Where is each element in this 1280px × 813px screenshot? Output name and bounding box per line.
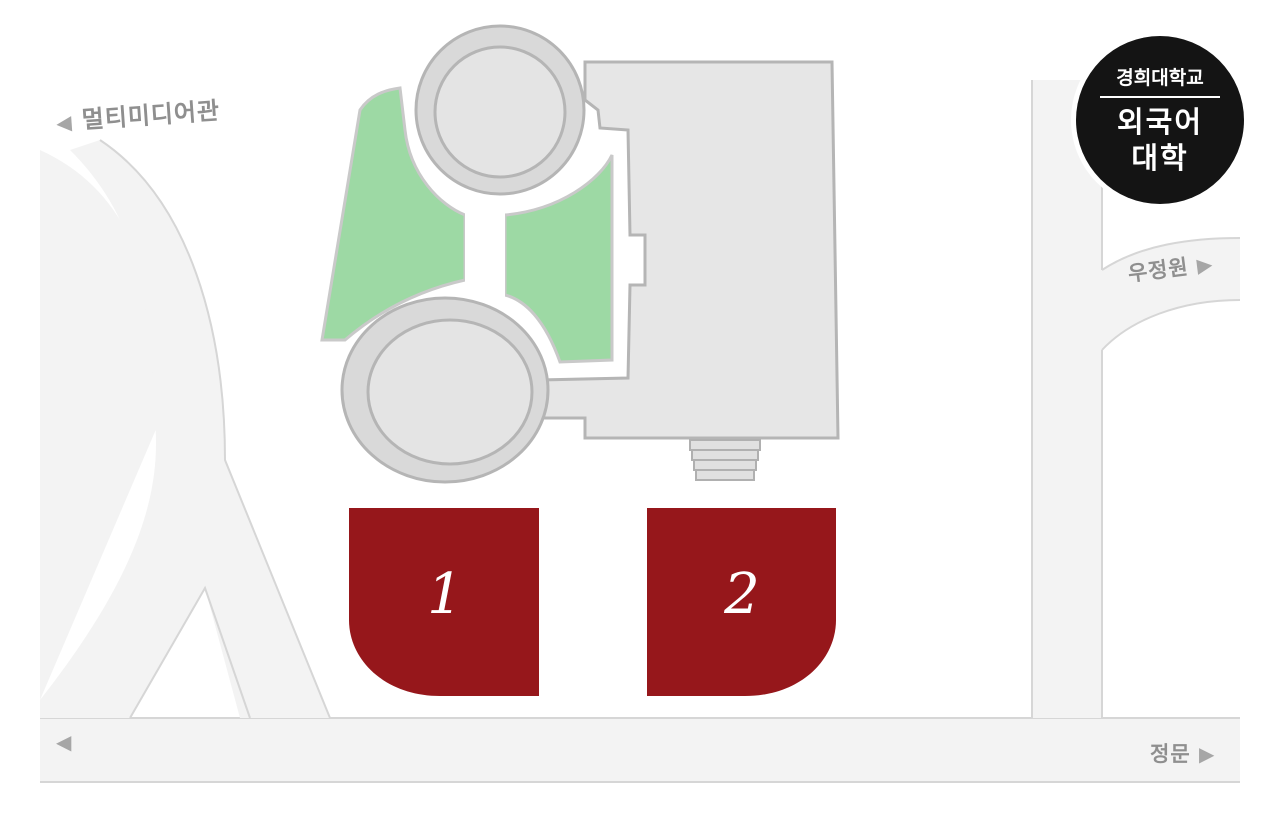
parking-lot-1-number: 1 bbox=[427, 562, 463, 627]
west-curve-road bbox=[40, 150, 160, 700]
parking-lot-2-number: 2 bbox=[724, 562, 760, 627]
east-road bbox=[1032, 80, 1102, 718]
parking-lot-1[interactable] bbox=[349, 508, 539, 696]
university-name: 경희대학교 bbox=[1100, 63, 1220, 98]
foreign-language-building bbox=[320, 24, 840, 484]
west-curve-road-2 bbox=[40, 140, 330, 718]
parking-lot-2[interactable] bbox=[647, 508, 836, 696]
east-arrow-icon: ▶ bbox=[1195, 251, 1215, 278]
west-arrow-icon: ◀ bbox=[55, 109, 74, 135]
west-road-arrow-icon[interactable]: ◀ bbox=[56, 730, 72, 754]
entrance-stairs bbox=[689, 439, 761, 481]
main-road bbox=[40, 718, 1240, 782]
woojeong-won-label: 우정원 bbox=[1126, 254, 1191, 286]
main-block bbox=[538, 60, 840, 440]
college-name: 외국어 대학 bbox=[1116, 104, 1204, 175]
roads bbox=[40, 80, 1241, 783]
college-badge: 경희대학교 외국어 대학 bbox=[1071, 31, 1249, 209]
direction-main-gate[interactable]: 정문 ▶ bbox=[1150, 738, 1215, 768]
main-gate-label: 정문 bbox=[1150, 742, 1191, 766]
east-branch-road bbox=[1102, 238, 1240, 350]
east-arrow-icon: ▶ bbox=[1198, 742, 1216, 766]
garden bbox=[320, 86, 467, 342]
garden-east bbox=[503, 154, 614, 364]
college-badge-circle: 경희대학교 외국어 대학 bbox=[1076, 36, 1244, 204]
